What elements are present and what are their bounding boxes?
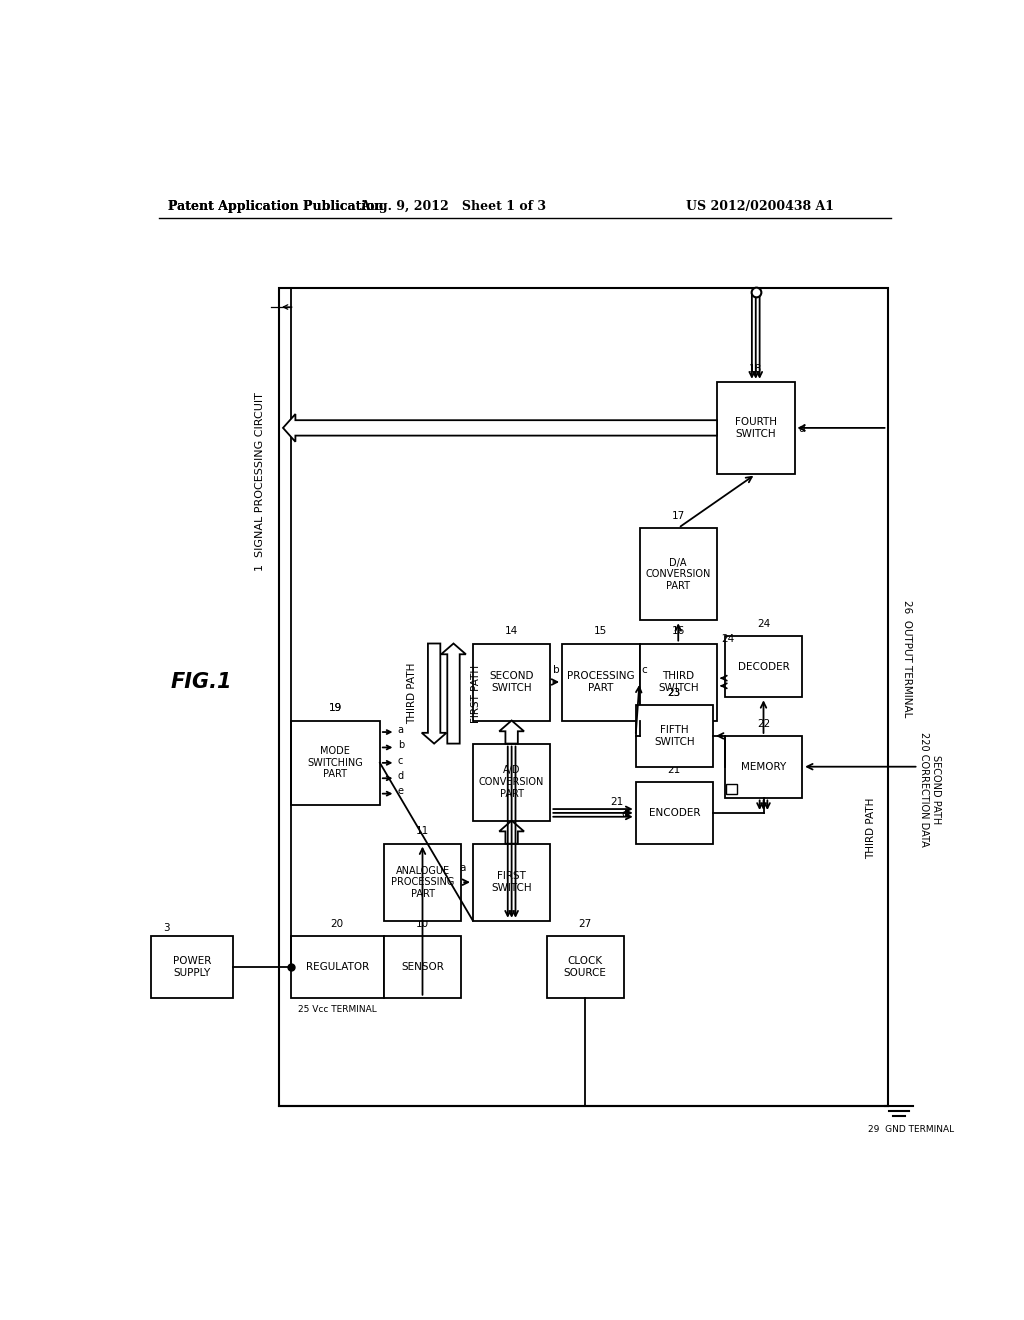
Text: US 2012/0200438 A1: US 2012/0200438 A1 — [686, 199, 834, 213]
Text: REGULATOR: REGULATOR — [305, 962, 369, 972]
Polygon shape — [441, 644, 466, 743]
Text: 21: 21 — [610, 797, 624, 808]
Bar — [636, 781, 713, 843]
Bar — [473, 843, 550, 921]
Text: 11: 11 — [416, 826, 429, 837]
Bar — [725, 636, 802, 697]
Bar — [636, 705, 713, 767]
Text: a: a — [397, 725, 403, 735]
Text: A/D
CONVERSION
PART: A/D CONVERSION PART — [479, 766, 545, 799]
Text: b: b — [553, 665, 559, 675]
Text: D/A
CONVERSION
PART: D/A CONVERSION PART — [645, 557, 711, 591]
Text: 25 Vcc TERMINAL: 25 Vcc TERMINAL — [298, 1005, 377, 1014]
Bar — [280, 288, 888, 1105]
Text: THIRD PATH: THIRD PATH — [866, 797, 876, 859]
Text: 19: 19 — [329, 704, 342, 713]
Text: SECOND PATH
220 CORRECTION DATA: SECOND PATH 220 CORRECTION DATA — [920, 733, 941, 847]
Text: ANALOGUE
PROCESSING
PART: ANALOGUE PROCESSING PART — [391, 866, 455, 899]
Text: FIG.1: FIG.1 — [171, 672, 232, 692]
Text: FIRST PATH: FIRST PATH — [471, 664, 480, 722]
Text: 23: 23 — [668, 688, 681, 698]
Text: c: c — [642, 665, 647, 675]
Text: c: c — [397, 755, 403, 766]
Text: PROCESSING
PART: PROCESSING PART — [567, 671, 635, 693]
Text: 26  OUTPUT TERMINAL: 26 OUTPUT TERMINAL — [902, 601, 912, 718]
Text: 24: 24 — [721, 634, 734, 644]
Text: b: b — [397, 741, 403, 750]
Text: e: e — [397, 787, 403, 796]
Text: SECOND
SWITCH: SECOND SWITCH — [489, 671, 534, 693]
Text: THIRD
SWITCH: THIRD SWITCH — [658, 671, 698, 693]
Text: 18: 18 — [750, 364, 763, 375]
Text: POWER
SUPPLY: POWER SUPPLY — [173, 956, 211, 978]
Text: THIRD PATH: THIRD PATH — [408, 663, 417, 725]
Text: SENSOR: SENSOR — [401, 962, 444, 972]
Text: FIRST
SWITCH: FIRST SWITCH — [492, 871, 531, 894]
Polygon shape — [500, 721, 524, 743]
Bar — [640, 644, 717, 721]
Text: a: a — [459, 863, 465, 873]
Text: 12: 12 — [505, 826, 518, 837]
Bar — [547, 936, 624, 998]
Polygon shape — [422, 644, 446, 743]
Bar — [384, 843, 461, 921]
Text: 14: 14 — [505, 626, 518, 636]
Text: 29  GND TERMINAL: 29 GND TERMINAL — [868, 1126, 954, 1134]
Text: 10: 10 — [416, 919, 429, 929]
Text: 27: 27 — [579, 919, 592, 929]
Bar — [473, 644, 550, 721]
Polygon shape — [283, 414, 717, 442]
Text: CLOCK
SOURCE: CLOCK SOURCE — [564, 956, 606, 978]
Bar — [726, 784, 737, 795]
Text: 13: 13 — [505, 726, 518, 737]
Text: d: d — [397, 771, 403, 781]
Text: 15: 15 — [594, 626, 607, 636]
Text: 1  SIGNAL PROCESSING CIRCUIT: 1 SIGNAL PROCESSING CIRCUIT — [255, 392, 265, 572]
Text: DECODER: DECODER — [737, 661, 790, 672]
Bar — [291, 721, 380, 805]
Bar — [725, 737, 802, 797]
Text: FIFTH
SWITCH: FIFTH SWITCH — [654, 725, 694, 747]
Text: 16: 16 — [672, 626, 685, 636]
Text: 22: 22 — [757, 718, 770, 729]
Bar — [473, 743, 550, 821]
Text: FOURTH
SWITCH: FOURTH SWITCH — [735, 417, 777, 438]
Text: Patent Application Publication: Patent Application Publication — [168, 199, 384, 213]
Text: 21: 21 — [668, 764, 681, 775]
Polygon shape — [500, 821, 524, 843]
Bar — [291, 936, 384, 998]
Bar — [717, 381, 795, 474]
Text: 17: 17 — [672, 511, 685, 521]
Text: ENCODER: ENCODER — [648, 808, 700, 818]
Bar — [562, 644, 640, 721]
Bar — [384, 936, 461, 998]
Text: MEMORY: MEMORY — [741, 762, 786, 772]
Text: Patent Application Publication: Patent Application Publication — [168, 199, 384, 213]
Text: MODE
SWITCHING
PART: MODE SWITCHING PART — [307, 746, 364, 779]
Text: 19: 19 — [329, 704, 342, 713]
Text: 20: 20 — [331, 919, 344, 929]
Text: 23: 23 — [668, 688, 681, 698]
Bar — [152, 936, 232, 998]
Text: Aug. 9, 2012   Sheet 1 of 3: Aug. 9, 2012 Sheet 1 of 3 — [360, 199, 547, 213]
Bar — [640, 528, 717, 620]
Text: e: e — [622, 809, 628, 818]
Text: d: d — [799, 424, 805, 434]
Text: 24: 24 — [757, 619, 770, 628]
Text: 3: 3 — [163, 923, 170, 933]
